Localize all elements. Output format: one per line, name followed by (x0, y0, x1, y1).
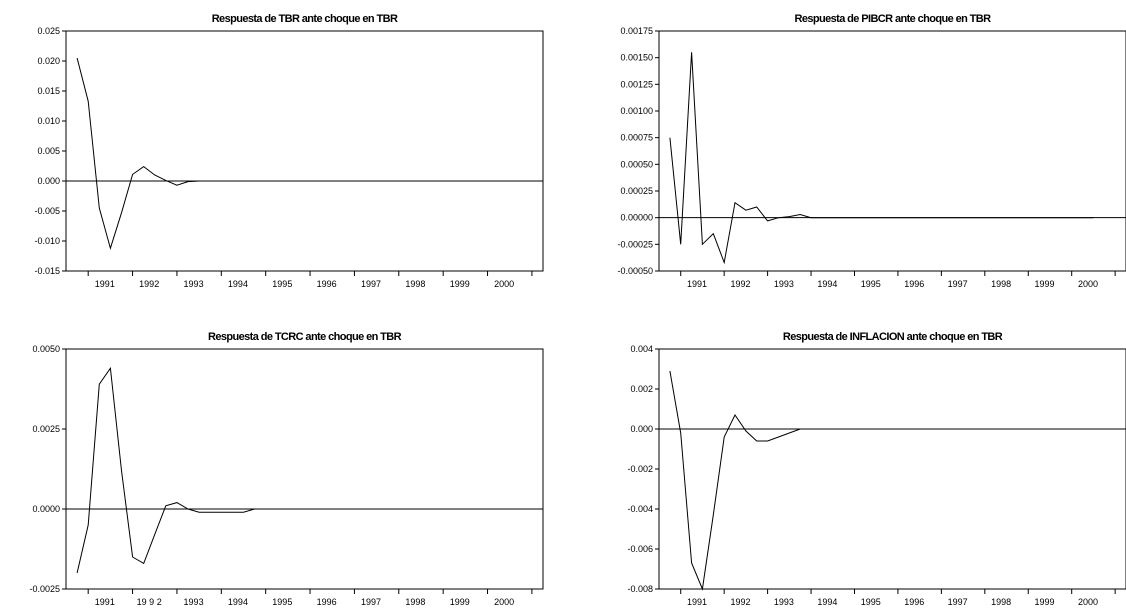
y-tick-label: -0.006 (627, 544, 653, 554)
x-tick-label: 1994 (228, 279, 248, 289)
y-tick-label: 0.00075 (620, 133, 653, 143)
y-tick-label: -0.002 (627, 464, 653, 474)
x-tick-label: 1999 (450, 279, 470, 289)
y-tick-label: 0.00175 (620, 26, 653, 36)
y-tick-label: 0.00150 (620, 53, 653, 63)
y-tick-label: 0.004 (630, 344, 653, 354)
y-tick-label: 0.00050 (620, 159, 653, 169)
y-tick-label: -0.005 (34, 206, 60, 216)
y-tick-label: 0.005 (37, 146, 60, 156)
y-tick-label: -0.00050 (617, 266, 653, 276)
x-tick-label: 1996 (317, 597, 337, 607)
x-tick-label: 1998 (405, 279, 425, 289)
x-tick-label: 2000 (1078, 597, 1098, 607)
x-tick-label: 19 9 2 (137, 597, 162, 607)
y-tick-label: 0.002 (630, 384, 653, 394)
response-line (669, 52, 1094, 265)
y-tick-label: 0.000 (37, 176, 60, 186)
x-tick-label: 1997 (361, 597, 381, 607)
y-tick-label: 0.00100 (620, 106, 653, 116)
x-tick-label: 2000 (494, 279, 514, 289)
x-tick-label: 1991 (95, 597, 115, 607)
x-tick-label: 1997 (948, 597, 968, 607)
plot-frame (658, 30, 1126, 272)
y-tick-label: 0.010 (37, 116, 60, 126)
y-tick-label: 0.0000 (32, 504, 60, 514)
y-tick-label: -0.00025 (617, 239, 653, 249)
x-tick-label: 2000 (494, 597, 514, 607)
response-line (669, 370, 1094, 591)
x-tick-label: 1993 (184, 279, 204, 289)
y-tick-label: 0.0025 (32, 424, 60, 434)
plot-frame (65, 348, 544, 590)
response-line (76, 366, 510, 574)
x-tick-label: 1995 (861, 279, 881, 289)
response-line (76, 57, 510, 250)
x-tick-label: 1997 (361, 279, 381, 289)
x-tick-label: 1997 (948, 279, 968, 289)
y-tick-label: -0.0025 (29, 584, 60, 594)
chart-title: Respuesta de PIBCR ante choque en TBR (794, 13, 991, 25)
x-tick-label: 1993 (774, 597, 794, 607)
x-tick-label: 1998 (991, 597, 1011, 607)
y-tick-label: 0.00025 (620, 186, 653, 196)
y-tick-label: -0.008 (627, 584, 653, 594)
x-tick-label: 1991 (687, 597, 707, 607)
x-tick-label: 1994 (817, 597, 837, 607)
x-tick-label: 1993 (184, 597, 204, 607)
x-tick-label: 1994 (228, 597, 248, 607)
y-tick-label: -0.004 (627, 504, 653, 514)
x-tick-label: 1995 (861, 597, 881, 607)
y-tick-label: -0.015 (34, 266, 60, 276)
x-tick-label: 1991 (687, 279, 707, 289)
chart-title: Respuesta de TBR ante choque en TBR (212, 13, 398, 25)
x-tick-label: 1992 (730, 597, 750, 607)
chart-title: Respuesta de INFLACION ante choque en TB… (783, 331, 1003, 343)
x-tick-label: 1996 (317, 279, 337, 289)
y-tick-label: 0.0050 (32, 344, 60, 354)
y-tick-label: 0.00000 (620, 213, 653, 223)
x-tick-label: 1996 (904, 597, 924, 607)
y-tick-label: 0.020 (37, 56, 60, 66)
x-tick-label: 1998 (405, 597, 425, 607)
x-tick-label: 1995 (272, 597, 292, 607)
y-tick-label: 0.00125 (620, 79, 653, 89)
x-tick-label: 1992 (139, 279, 159, 289)
x-tick-label: 1999 (450, 597, 470, 607)
x-tick-label: 1995 (272, 279, 292, 289)
x-tick-label: 1996 (904, 279, 924, 289)
plot-frame (658, 348, 1126, 590)
plot-frame (65, 30, 544, 272)
y-tick-label: -0.010 (34, 236, 60, 246)
x-tick-label: 1993 (774, 279, 794, 289)
y-tick-label: 0.025 (37, 26, 60, 36)
x-tick-label: 1998 (991, 279, 1011, 289)
y-tick-label: 0.015 (37, 86, 60, 96)
x-tick-label: 2000 (1078, 279, 1098, 289)
x-tick-label: 1992 (730, 279, 750, 289)
x-tick-label: 1991 (95, 279, 115, 289)
x-tick-label: 1999 (1035, 597, 1055, 607)
x-tick-label: 1994 (817, 279, 837, 289)
y-tick-label: 0.000 (630, 424, 653, 434)
x-tick-label: 1999 (1035, 279, 1055, 289)
chart-title: Respuesta de TCRC ante choque en TBR (208, 331, 402, 343)
